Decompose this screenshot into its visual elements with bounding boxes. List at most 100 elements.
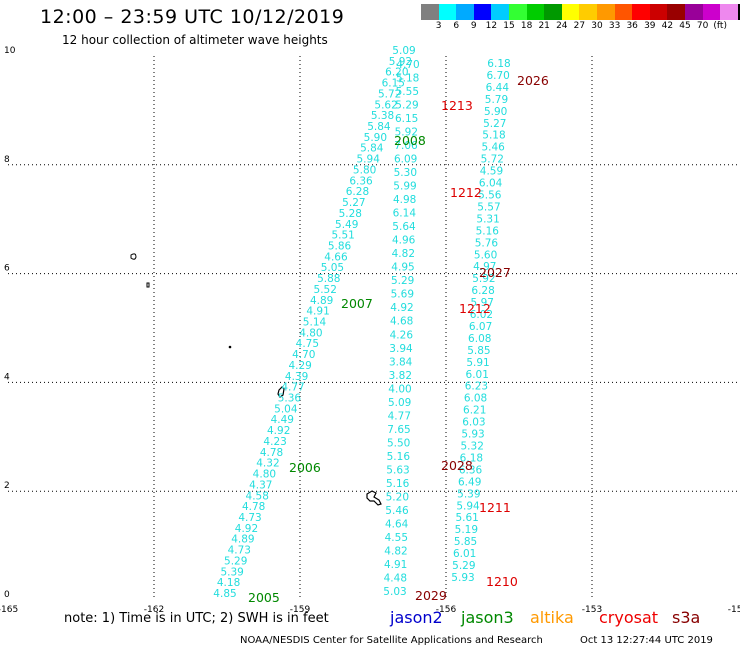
- wave-height-label: 5.91: [466, 357, 489, 369]
- wave-height-label: 5.29: [395, 100, 418, 112]
- wave-height-label: 4.78: [260, 447, 283, 459]
- wave-height-label: 6.15: [382, 78, 405, 90]
- wave-height-label: 5.63: [386, 464, 409, 476]
- cycle-label: 1213: [441, 98, 473, 113]
- wave-height-label: 5.55: [396, 86, 419, 98]
- wave-height-label: 5.31: [476, 213, 499, 225]
- wave-height-label: 4.23: [263, 436, 286, 448]
- colorbar-label: 12: [485, 21, 498, 31]
- colorbar-swatch: [526, 4, 545, 20]
- wave-height-label: 5.79: [485, 94, 508, 106]
- wave-height-label: 5.94: [357, 154, 381, 166]
- colorbar-label: (ft): [713, 21, 727, 31]
- footer-note: note: 1) Time is in UTC; 2) SWH is in fe…: [64, 611, 329, 626]
- wave-height-label: 6.01: [453, 548, 476, 560]
- wave-height-label: 4.37: [249, 479, 272, 491]
- colorbar-swatch: [667, 4, 685, 20]
- y-tick-label: 8: [4, 155, 10, 165]
- wave-height-label: 4.78: [242, 501, 265, 513]
- wave-height-label: 5.29: [452, 560, 475, 572]
- wave-height-label: 5.18: [396, 73, 419, 85]
- x-tick-label: -150: [728, 605, 740, 615]
- wave-height-label: 5.04: [274, 403, 298, 415]
- wave-height-label: 5.16: [387, 451, 411, 463]
- wave-height-label: 5.86: [328, 240, 352, 252]
- wave-height-label: 6.36: [459, 464, 483, 476]
- x-tick-label: -162: [144, 605, 164, 615]
- wave-height-label: 4.68: [390, 316, 413, 328]
- wave-height-label: 5.84: [360, 143, 384, 155]
- wave-height-label: 4.85: [213, 588, 236, 600]
- wave-height-label: 4.64: [385, 518, 409, 530]
- cycle-labels: 2005 2006 2007 2008 2029 2028 2027 2026 1210 1211…: [248, 73, 549, 605]
- y-tick-label: 4: [4, 372, 10, 382]
- colorbar-label: 6: [453, 21, 460, 31]
- colorbar-label: 30: [591, 21, 603, 31]
- wave-height-label: 3.84: [389, 356, 413, 368]
- wave-height-label: 4.97: [473, 261, 496, 273]
- wave-height-label: 5.29: [224, 555, 247, 567]
- wave-height-label: 6.04: [479, 178, 503, 190]
- wave-height-label: 6.03: [462, 417, 485, 429]
- island-outline: [277, 386, 285, 398]
- cycle-label: 2008: [394, 133, 426, 148]
- colorbar-label: 70: [696, 21, 709, 31]
- wave-height-label: 5.38: [371, 110, 394, 122]
- y-tick-label: 6: [4, 264, 10, 274]
- colorbar-label: 39: [644, 21, 656, 31]
- wave-height-label: 5.36: [278, 393, 302, 405]
- wave-height-label: 4.18: [217, 577, 240, 589]
- wave-height-label: 6.70: [486, 70, 509, 82]
- colorbar-swatch: [456, 4, 474, 20]
- wave-height-label: 4.48: [384, 572, 407, 584]
- wave-height-label: 4.55: [385, 532, 408, 544]
- wave-height-label: 5.90: [484, 106, 507, 118]
- wave-height-label: 4.39: [285, 371, 308, 383]
- wave-height-label: 5.80: [353, 164, 376, 176]
- wave-height-label: 6.14: [393, 208, 417, 220]
- colorbar-swatch: [737, 4, 740, 20]
- mission-s3a: s3a: [672, 608, 701, 627]
- wave-height-label: 5.92: [472, 273, 495, 285]
- wave-height-label: 6.28: [346, 186, 369, 198]
- wave-height-label: 4.73: [228, 545, 251, 557]
- wave-height-label: 4.91: [384, 559, 407, 571]
- wave-height-label: 5.09: [388, 397, 411, 409]
- colorbar-label: 15: [503, 21, 515, 31]
- wave-height-label: 5.99: [393, 181, 416, 193]
- mission-jason3: jason3: [461, 608, 514, 627]
- colorbar-swatch: [561, 4, 580, 20]
- wave-height-label: 5.60: [474, 249, 497, 261]
- cycle-label: 2027: [479, 265, 511, 280]
- colorbar-swatch: [544, 4, 562, 20]
- wave-height-label: 5.20: [386, 491, 409, 503]
- wave-height-label: 5.90: [364, 132, 387, 144]
- wave-height-label: 6.20: [385, 67, 408, 79]
- colorbar-swatch: [491, 4, 509, 20]
- wave-height-label: 6.07: [469, 321, 492, 333]
- island-outline: [228, 345, 232, 349]
- wave-height-label: 5.72: [378, 88, 401, 100]
- wave-height-label: 5.92: [395, 127, 418, 139]
- wave-height-label: 4.59: [480, 166, 503, 178]
- wave-height-colorbar: [421, 4, 740, 20]
- island-outline: [130, 253, 137, 260]
- cycle-label: 2006: [289, 460, 321, 475]
- wave-height-label: 5.27: [342, 197, 365, 209]
- colorbar-swatch: [702, 4, 721, 20]
- wave-height-label: 5.93: [461, 429, 484, 441]
- wave-height-label: 5.16: [386, 478, 410, 490]
- wave-height-label: 5.39: [457, 488, 480, 500]
- wave-height-label: 4.80: [299, 327, 322, 339]
- wave-height-label: 5.27: [483, 118, 506, 130]
- wave-height-label: 4.73: [238, 512, 261, 524]
- wave-height-label: 5.64: [392, 221, 416, 233]
- wave-height-label: 6.15: [395, 113, 418, 125]
- colorbar-label: 18: [520, 21, 533, 31]
- wave-height-label: 5.76: [475, 237, 499, 249]
- wave-height-label: 4.00: [388, 383, 411, 395]
- wave-height-label: 4.70: [396, 59, 419, 71]
- colorbar-label: 9: [470, 21, 477, 31]
- cycle-label: 2005: [248, 590, 280, 605]
- credit-line: NOAA/NESDIS Center for Satellite Applica…: [240, 635, 543, 646]
